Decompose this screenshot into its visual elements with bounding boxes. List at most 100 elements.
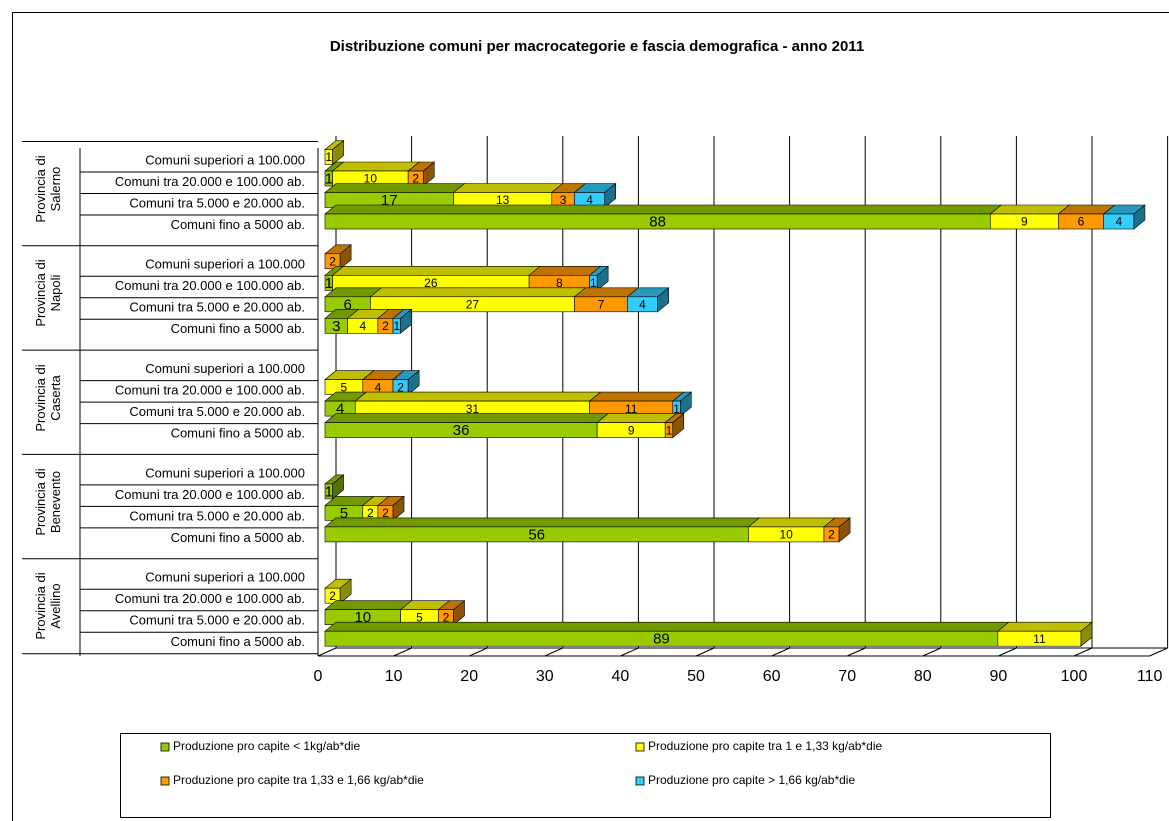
group-label: Provincia di Caserta	[33, 364, 63, 432]
data-label: 4	[1115, 215, 1122, 229]
y-tick-label: Comuni superiori a 100.000	[145, 152, 305, 167]
y-tick-label: Comuni tra 20.000 e 100.000 ab.	[115, 591, 305, 606]
y-tick-label: Comuni tra 5.000 e 20.000 ab.	[129, 300, 305, 315]
data-label: 13	[496, 193, 510, 207]
data-label: 1	[325, 170, 333, 187]
data-label: 2	[412, 172, 419, 186]
y-tick-label: Comuni superiori a 100.000	[145, 570, 305, 585]
data-label: 4	[375, 380, 382, 394]
floor-line	[620, 647, 639, 657]
bar-side	[332, 139, 344, 166]
y-tick-label: Comuni tra 5.000 e 20.000 ab.	[129, 613, 305, 628]
data-label: 26	[424, 276, 438, 290]
legend-swatch	[635, 742, 645, 752]
data-label: 1	[393, 319, 400, 333]
bar-side	[604, 182, 617, 209]
data-label: 1	[325, 483, 333, 500]
bar-side	[339, 578, 352, 604]
bar-side	[400, 308, 412, 334]
data-label: 4	[336, 401, 344, 418]
floor-line	[317, 647, 337, 657]
data-label: 4	[586, 193, 593, 207]
data-label: 56	[528, 526, 545, 543]
data-label: 3	[560, 193, 567, 207]
y-tick-label: Comuni tra 20.000 e 100.000 ab.	[115, 487, 305, 502]
bar-side	[392, 495, 405, 522]
y-tick-label: Comuni fino a 5000 ab.	[171, 634, 305, 649]
data-label: 2	[329, 589, 336, 603]
bar-side	[1080, 621, 1093, 647]
y-tick-label: Comuni tra 5.000 e 20.000 ab.	[129, 404, 305, 419]
bar-side	[407, 369, 420, 396]
group-label: Provincia di Benevento	[33, 468, 63, 536]
bar-top	[452, 183, 564, 193]
data-label: 1	[673, 402, 680, 416]
legend-swatch	[160, 742, 170, 752]
bar-side	[672, 412, 685, 439]
bar-side	[680, 391, 692, 417]
chart-title: Distribuzione comuni per macrocategorie …	[330, 38, 864, 55]
y-tick-label: Comuni fino a 5000 ab.	[171, 321, 305, 336]
floor-line	[1149, 647, 1168, 657]
y-tick-label: Comuni tra 5.000 e 20.000 ab.	[129, 508, 305, 523]
x-tick-label: 10	[385, 668, 403, 685]
y-tick-label: Comuni tra 20.000 e 100.000 ab.	[115, 278, 305, 293]
bar-top	[596, 413, 678, 423]
bar-side	[339, 244, 352, 270]
x-tick-label: 90	[990, 668, 1008, 685]
data-label: 1	[590, 276, 597, 290]
data-label: 2	[382, 319, 389, 333]
floor-line	[393, 647, 412, 657]
legend-label: Produzione pro capite tra 1 e 1,33 kg/ab…	[648, 739, 882, 753]
data-label: 1	[325, 150, 332, 164]
bar-side	[596, 265, 609, 291]
legend-label: Produzione pro capite > 1,66 kg/ab*die	[648, 773, 855, 787]
data-label: 36	[453, 422, 470, 439]
x-tick-label: 20	[460, 668, 478, 685]
data-label: 5	[341, 380, 348, 394]
data-label: 2	[397, 380, 404, 394]
bar-side	[1133, 204, 1146, 230]
floor-line	[1073, 647, 1093, 657]
legend-label: Produzione pro capite < 1kg/ab*die	[173, 739, 360, 753]
data-label: 27	[466, 297, 480, 311]
data-label: 31	[466, 402, 480, 416]
data-label: 4	[639, 297, 646, 311]
data-label: 7	[598, 297, 605, 311]
legend-swatch	[160, 776, 170, 786]
floor-line	[695, 647, 715, 657]
data-label: 6	[344, 296, 352, 313]
data-label: 6	[1078, 215, 1085, 229]
y-tick-label: Comuni tra 20.000 e 100.000 ab.	[115, 174, 305, 189]
bar-side	[453, 600, 465, 626]
data-label: 1	[325, 275, 333, 292]
x-tick-label: 30	[536, 668, 554, 685]
x-tick-label: 40	[612, 668, 630, 685]
floor-line	[771, 647, 790, 657]
y-tick-label: Comuni superiori a 100.000	[145, 257, 305, 272]
data-label: 2	[367, 506, 374, 520]
y-tick-label: Comuni superiori a 100.000	[145, 361, 305, 376]
y-tick-label: Comuni fino a 5000 ab.	[171, 217, 305, 232]
data-label: 2	[382, 506, 389, 520]
bar-top	[996, 621, 1093, 632]
bar-top	[747, 517, 836, 528]
data-label: 10	[364, 172, 378, 186]
bar-top	[331, 265, 541, 276]
floor-line	[922, 647, 942, 657]
data-label: 9	[628, 423, 635, 437]
bar-top	[369, 287, 587, 298]
data-label: 10	[779, 528, 793, 542]
data-label: 89	[653, 631, 670, 648]
bar-side	[838, 517, 851, 543]
y-tick-label: Comuni fino a 5000 ab.	[171, 530, 305, 545]
bar-top	[528, 265, 602, 276]
data-label: 2	[329, 254, 336, 268]
bar-top	[354, 391, 602, 402]
group-label: Provincia di Avellino	[33, 572, 63, 640]
data-label: 1	[666, 423, 673, 437]
x-tick-label: 110	[1137, 668, 1163, 685]
x-tick-label: 0	[314, 668, 323, 685]
x-tick-label: 80	[914, 668, 932, 685]
